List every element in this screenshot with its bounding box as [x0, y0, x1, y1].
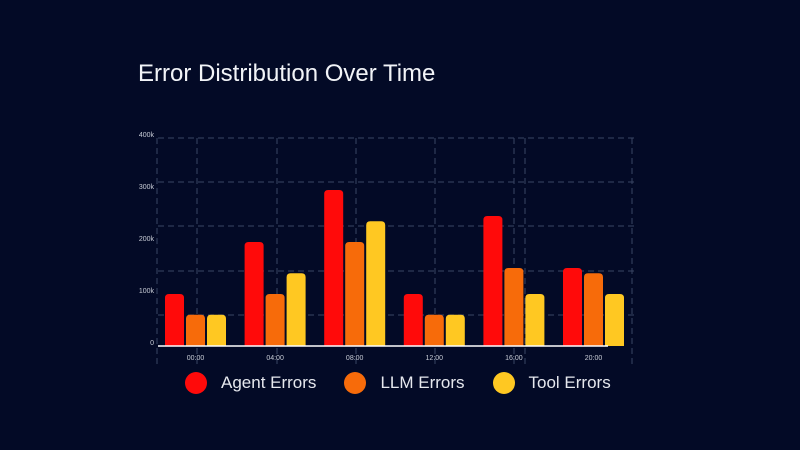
x-tick-label: 00:00	[187, 355, 205, 362]
bar-agent-errors	[483, 216, 503, 346]
y-tick-label: 200k	[139, 236, 155, 243]
legend-swatch	[185, 372, 207, 394]
y-tick-label: 300k	[139, 184, 155, 191]
x-tick-label: 04:00	[266, 355, 284, 362]
legend-swatch	[344, 372, 367, 394]
legend: Agent Errors LLM Errors Tool Errors	[185, 372, 639, 394]
x-tick-label: 16:00	[505, 355, 523, 362]
legend-item-agent-errors[interactable]: Agent Errors	[185, 372, 316, 394]
legend-label: LLM Errors	[380, 373, 465, 392]
bar-llm-errors	[345, 242, 365, 346]
bar-tool-errors	[286, 273, 306, 346]
bar-agent-errors	[563, 268, 582, 346]
bar-agent-errors	[403, 294, 423, 346]
bar-agent-errors	[165, 294, 184, 346]
legend-item-llm-errors[interactable]: LLM Errors	[344, 372, 465, 394]
bar-agent-errors	[244, 242, 264, 346]
legend-item-tool-errors[interactable]: Tool Errors	[492, 372, 611, 394]
legend-label: Agent Errors	[221, 373, 317, 392]
bar-llm-errors	[504, 268, 524, 346]
bar-agent-errors	[324, 190, 344, 346]
bar-tool-errors	[445, 314, 465, 346]
y-tick-label: 400k	[139, 132, 155, 139]
bar-tool-errors	[605, 294, 624, 346]
bar-llm-errors	[424, 314, 444, 346]
bar-tool-errors	[207, 314, 226, 346]
x-tick-label: 08:00	[346, 355, 364, 362]
legend-swatch	[492, 372, 515, 394]
x-tick-label: 20:00	[585, 355, 603, 362]
bar-llm-errors	[265, 294, 285, 346]
chart-title: Error Distribution Over Time	[138, 60, 436, 87]
bar-tool-errors	[525, 294, 545, 346]
y-tick-label: 0	[150, 340, 154, 347]
bar-llm-errors	[186, 314, 205, 346]
y-tick-label: 100k	[139, 288, 155, 295]
x-tick-label: 12:00	[426, 355, 444, 362]
legend-label: Tool Errors	[528, 373, 611, 392]
bar-llm-errors	[584, 273, 603, 346]
bar-tool-errors	[366, 221, 386, 346]
